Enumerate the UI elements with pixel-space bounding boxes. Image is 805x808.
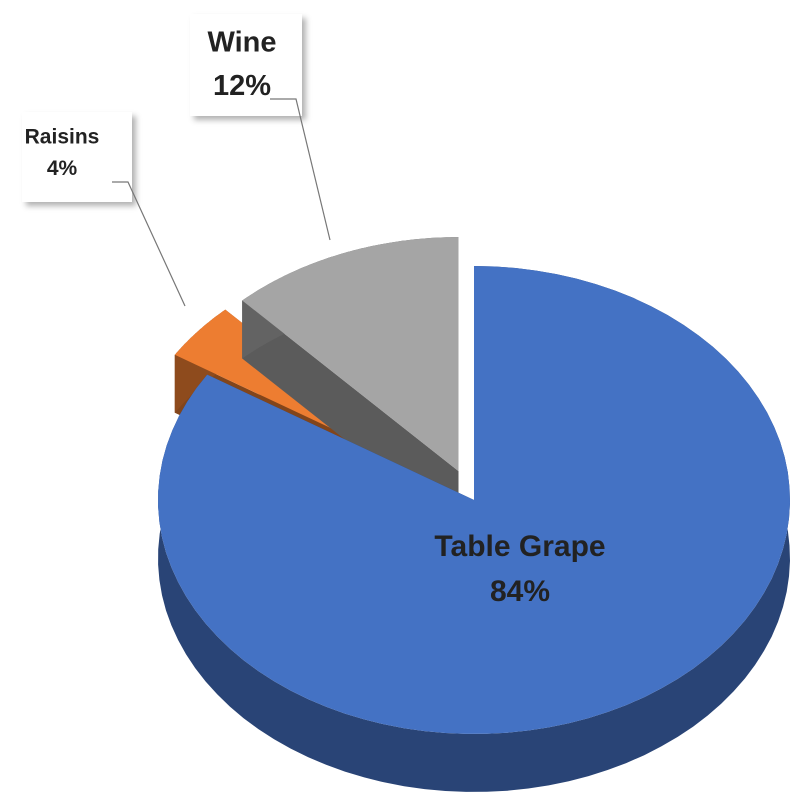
- label-value: 12%: [213, 70, 271, 102]
- label-category: Wine: [207, 27, 276, 59]
- label-value: 4%: [47, 157, 78, 180]
- pie: [158, 237, 791, 792]
- leader-line: [270, 98, 331, 241]
- data-label: Wine 12%: [190, 14, 331, 241]
- label-category: Table Grape: [434, 530, 605, 563]
- slice: [158, 266, 791, 734]
- label-value: 84%: [490, 575, 550, 608]
- data-label: Raisins 4%: [22, 112, 186, 307]
- slice: [242, 237, 459, 472]
- label-box: [22, 112, 132, 202]
- label-category: Raisins: [25, 126, 100, 149]
- leader-line: [112, 181, 186, 307]
- labels: Table Grape 84% Raisins 4% Wine 12%: [22, 14, 606, 608]
- data-label: Table Grape 84%: [434, 530, 605, 608]
